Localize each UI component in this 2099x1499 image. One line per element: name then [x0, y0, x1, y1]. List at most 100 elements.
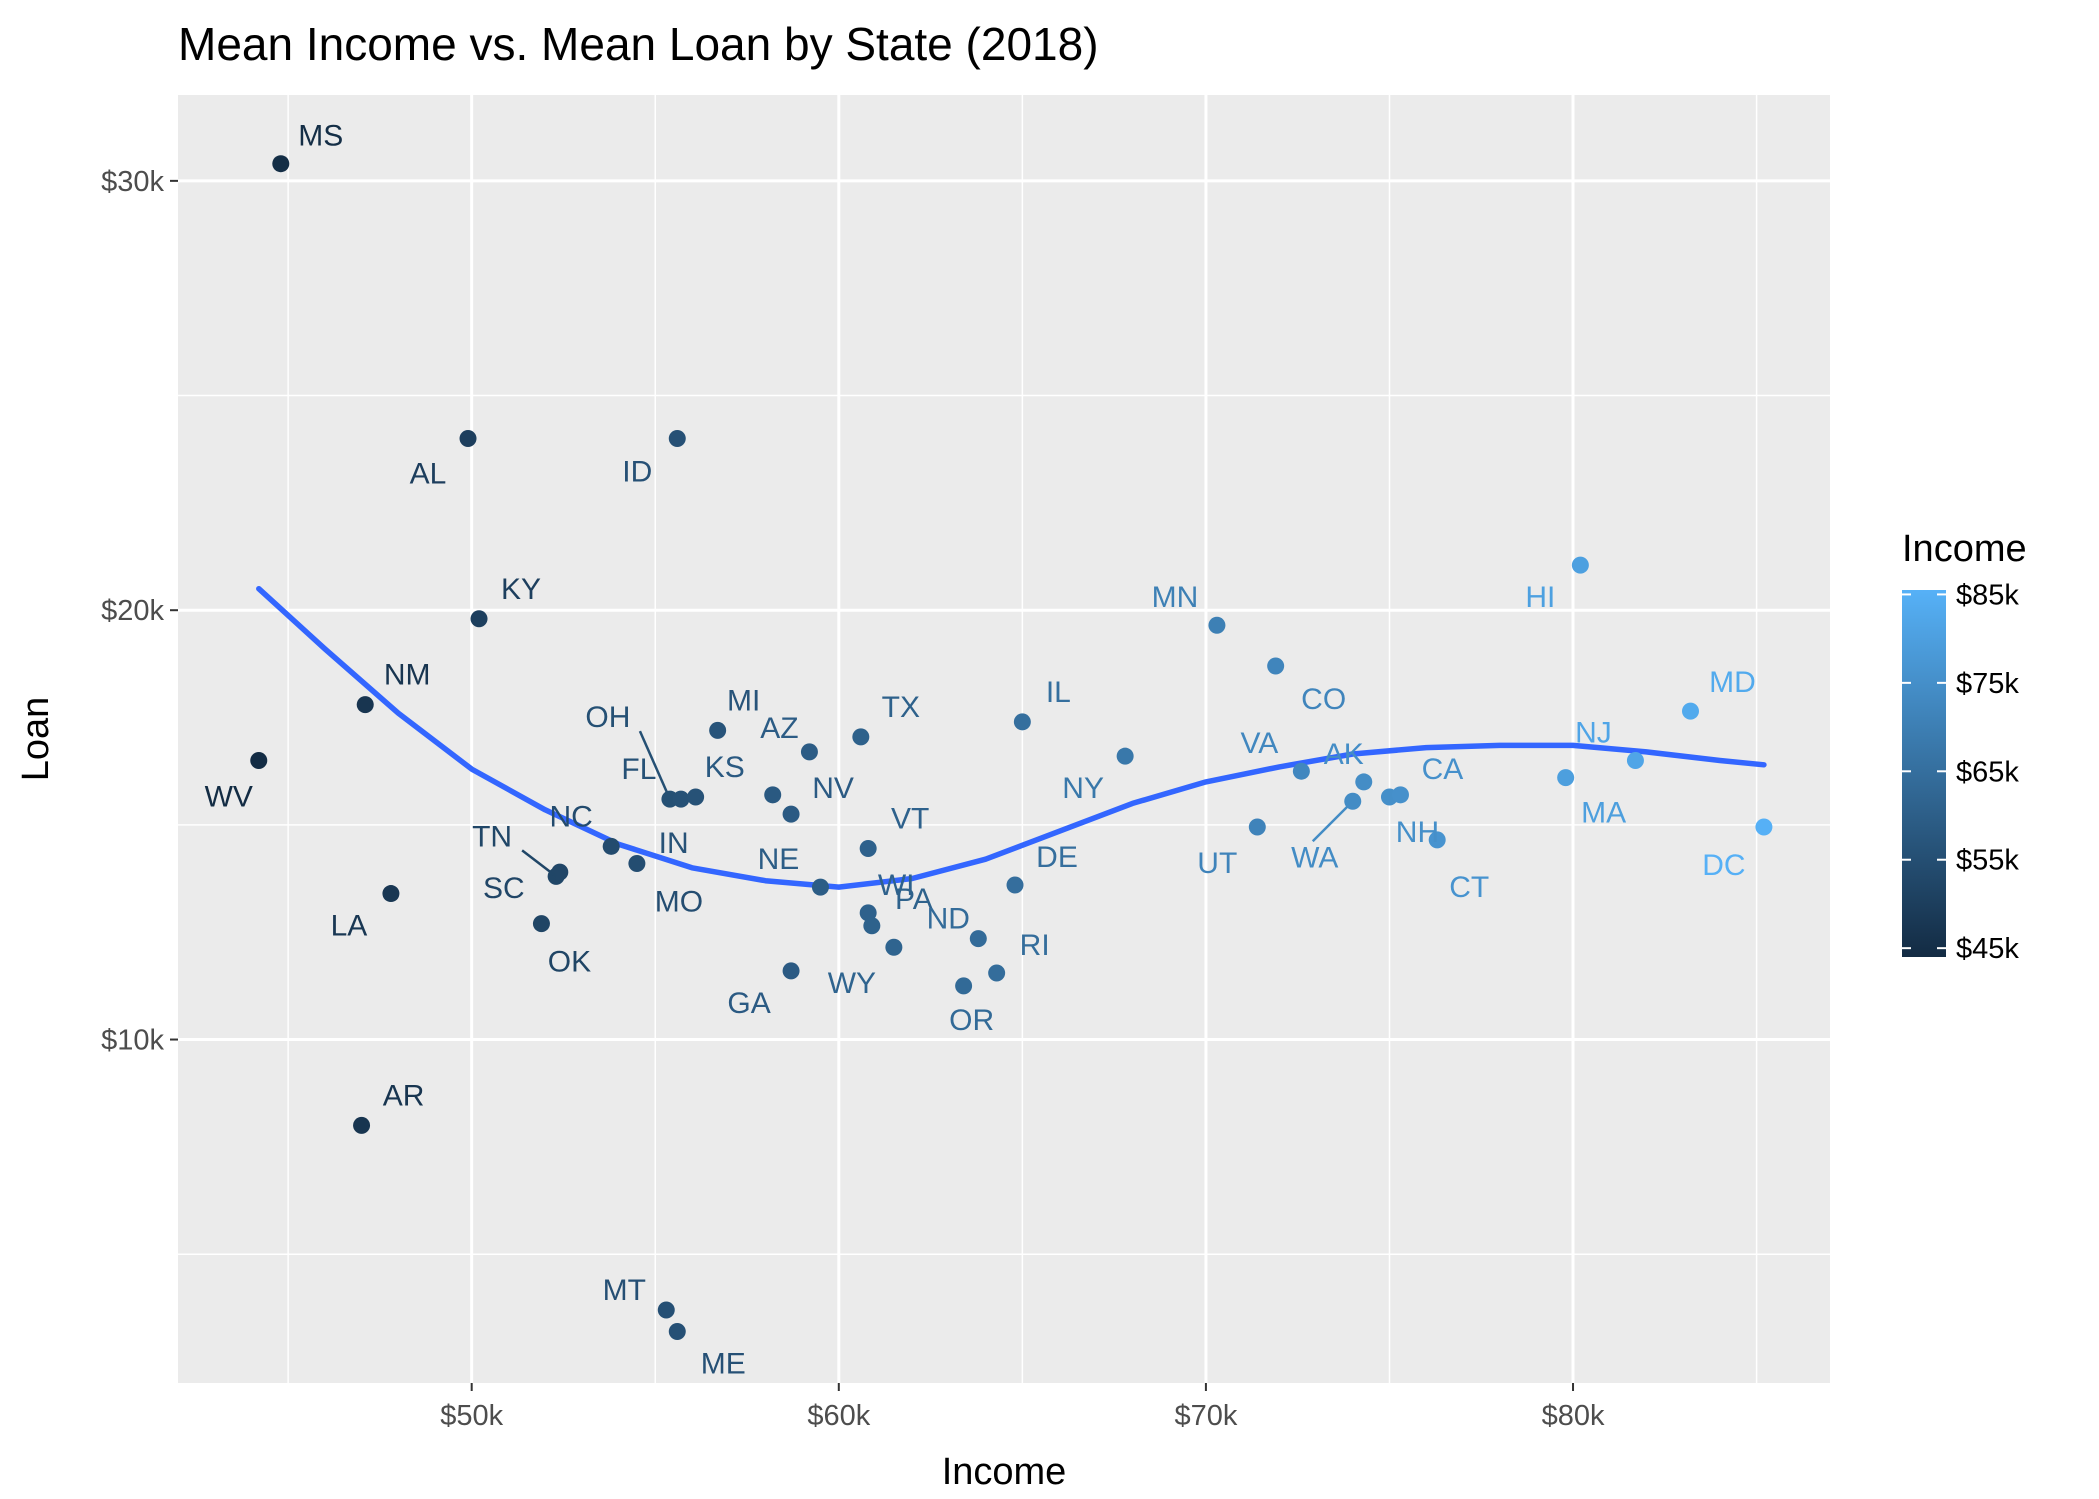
point-label-ct: CT: [1449, 871, 1489, 904]
point-nj: [1626, 751, 1644, 769]
point-mn: [1208, 616, 1226, 634]
point-nv: [782, 805, 800, 823]
point-label-sc: SC: [483, 872, 525, 905]
point-md: [1681, 702, 1699, 720]
point-label-vt: VT: [891, 802, 929, 835]
point-label-hi: HI: [1525, 581, 1555, 614]
legend-colorbar: [1902, 590, 1946, 957]
point-mt: [657, 1301, 675, 1319]
point-ny: [1116, 747, 1134, 765]
point-label-oh: OH: [585, 701, 630, 734]
point-ca: [1391, 786, 1409, 804]
point-label-mn: MN: [1152, 581, 1199, 614]
y-tick-label: $30k: [101, 166, 164, 198]
point-ut: [1248, 818, 1266, 836]
x-axis-title: Income: [942, 1451, 1067, 1493]
point-label-ma: MA: [1581, 797, 1626, 830]
point-wy: [885, 938, 903, 956]
point-label-ga: GA: [727, 987, 770, 1020]
point-label-ri: RI: [1020, 929, 1050, 962]
legend-label: $55k: [1956, 845, 2019, 877]
plot-panel: [178, 95, 1830, 1383]
point-label-nm: NM: [384, 659, 431, 692]
point-or: [955, 977, 973, 995]
point-ma: [1557, 769, 1575, 787]
point-vt: [859, 839, 877, 857]
point-label-ky: KY: [501, 573, 541, 606]
point-co: [1267, 657, 1285, 675]
point-de: [1006, 876, 1024, 894]
y-axis: $10k $20k $30k: [101, 166, 178, 1057]
label-leader-line: [521, 849, 557, 878]
label-leader-line: [1311, 800, 1354, 843]
point-ks: [764, 786, 782, 804]
point-label-ak: AK: [1324, 738, 1364, 771]
point-id: [668, 429, 686, 447]
point-sc: [551, 863, 569, 881]
point-label-az: AZ: [760, 712, 798, 745]
point-ky: [470, 610, 488, 628]
point-label-mo: MO: [655, 886, 703, 919]
point-nm: [356, 696, 374, 714]
point-va: [1292, 762, 1310, 780]
point-label-de: DE: [1036, 841, 1078, 874]
point-ak: [1355, 773, 1373, 791]
point-label-ca: CA: [1422, 753, 1464, 786]
point-labels: MS AL ID KY NM WV LA AR TN SC OK NC MO OH FL IN MI KS NV AZ…: [205, 120, 1756, 1381]
point-label-nh: NH: [1396, 816, 1439, 849]
point-label-la: LA: [331, 910, 368, 943]
point-label-me: ME: [701, 1347, 746, 1380]
point-az: [800, 743, 818, 761]
y-axis-title: Loan: [15, 697, 57, 782]
point-me: [668, 1322, 686, 1340]
point-ne: [811, 878, 829, 896]
trend-line-group: [256, 585, 1767, 890]
point-label-wy: WY: [828, 967, 876, 1000]
legend: Income $45k $55k $65k $75k $85k: [1902, 528, 2027, 965]
point-ct: [1428, 831, 1446, 849]
point-label-dc: DC: [1702, 849, 1745, 882]
point-label-ks: KS: [705, 751, 745, 784]
point-mo: [628, 855, 646, 873]
y-tick-label: $10k: [101, 1025, 164, 1057]
point-fl: [672, 790, 690, 808]
point-ok: [532, 915, 550, 933]
point-dc: [1755, 818, 1773, 836]
point-nc: [602, 837, 620, 855]
point-label-pa: PA: [895, 883, 933, 916]
legend-label: $75k: [1956, 668, 2019, 700]
point-label-ny: NY: [1062, 772, 1104, 805]
x-axis: $50k $60k $70k $80k: [440, 1383, 1605, 1432]
y-tick-label: $20k: [101, 595, 164, 627]
point-label-mt: MT: [603, 1274, 646, 1307]
point-in: [687, 788, 705, 806]
point-label-ut: UT: [1197, 847, 1237, 880]
point-label-co: CO: [1301, 683, 1346, 716]
point-label-al: AL: [410, 457, 447, 490]
point-wv: [250, 751, 268, 769]
point-la: [382, 885, 400, 903]
point-label-ok: OK: [548, 946, 591, 979]
point-nd: [969, 930, 987, 948]
point-label-wi: WI: [878, 869, 915, 902]
point-label-in: IN: [659, 827, 689, 860]
point-label-il: IL: [1046, 676, 1071, 709]
point-ar: [353, 1116, 371, 1134]
chart-title: Mean Income vs. Mean Loan by State (2018…: [178, 18, 1099, 70]
point-label-ar: AR: [383, 1079, 425, 1112]
point-ri: [988, 964, 1006, 982]
point-label-tx: TX: [882, 691, 920, 724]
point-label-mi: MI: [727, 684, 760, 717]
point-mi: [709, 721, 727, 739]
point-label-va: VA: [1240, 727, 1278, 760]
point-hi: [1571, 556, 1589, 574]
point-al: [459, 429, 477, 447]
x-tick-label: $60k: [807, 1400, 870, 1432]
legend-label: $65k: [1956, 756, 2019, 788]
point-pa: [863, 917, 881, 935]
point-label-nd: ND: [927, 903, 970, 936]
legend-title: Income: [1902, 528, 2027, 570]
point-label-wv: WV: [205, 780, 253, 813]
point-label-md: MD: [1709, 666, 1756, 699]
